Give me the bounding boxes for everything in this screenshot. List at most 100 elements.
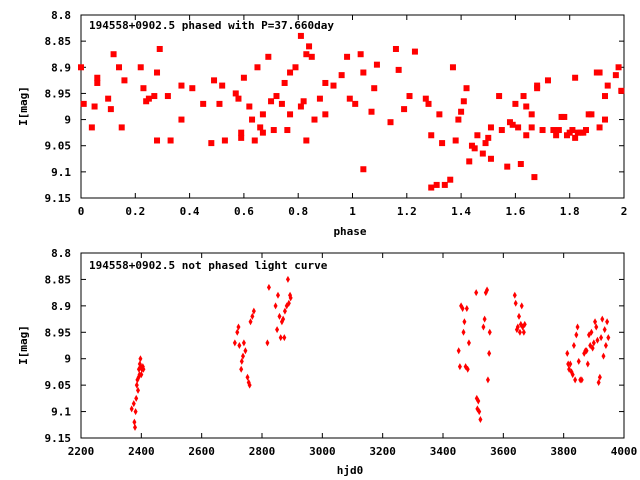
phased-y-tick-label: 9.1 — [51, 166, 71, 179]
data-point — [456, 347, 461, 355]
phased-axis-ticks — [80, 14, 625, 199]
data-point — [458, 108, 465, 115]
data-point — [478, 416, 483, 423]
data-point — [392, 45, 399, 52]
data-point — [487, 349, 492, 357]
data-point — [596, 69, 603, 76]
data-point — [344, 53, 351, 60]
data-point — [216, 100, 223, 107]
unphased-x-tick-label: 2200 — [68, 445, 95, 458]
data-point — [452, 137, 459, 144]
data-point — [528, 124, 535, 131]
data-point — [178, 116, 185, 123]
data-point — [574, 331, 579, 339]
data-point — [287, 69, 294, 76]
data-point — [481, 323, 486, 331]
data-point — [118, 124, 125, 131]
data-point — [240, 352, 245, 360]
data-point — [248, 318, 253, 326]
data-point — [597, 373, 602, 381]
data-point — [273, 302, 278, 310]
data-point — [240, 74, 247, 81]
data-point — [322, 79, 329, 86]
phased-y-tick-label: 8.85 — [45, 35, 72, 48]
data-point — [284, 127, 291, 134]
data-point — [121, 77, 128, 84]
data-point — [601, 93, 608, 100]
unphased-axis-ticks — [80, 252, 625, 439]
data-point — [471, 145, 478, 152]
data-point — [406, 93, 413, 100]
unphased-x-tick-label: 2400 — [128, 445, 155, 458]
data-point — [487, 124, 494, 131]
phased-x-tick-label: 0.2 — [125, 205, 145, 218]
data-point — [300, 98, 307, 105]
data-point — [477, 408, 482, 416]
data-point — [275, 326, 280, 334]
data-point — [463, 85, 470, 92]
data-point — [245, 373, 250, 381]
data-point — [275, 291, 280, 299]
data-point — [156, 45, 163, 52]
data-point — [259, 111, 266, 118]
data-point — [265, 339, 270, 347]
data-point — [91, 103, 98, 110]
data-point — [517, 161, 524, 168]
data-point — [411, 48, 418, 55]
unphased-tick-labels: 2200 2400 2600 2800 3000 3200 3400 3600 3800 4000… — [45, 247, 638, 458]
data-point — [550, 127, 557, 134]
data-point — [141, 365, 146, 373]
data-point — [425, 100, 432, 107]
data-point — [237, 342, 242, 349]
data-point — [239, 365, 244, 373]
data-point — [236, 323, 241, 331]
data-point — [593, 318, 598, 326]
data-point — [476, 397, 481, 405]
data-point — [568, 360, 573, 368]
data-point — [539, 127, 546, 134]
data-point — [566, 360, 571, 368]
data-point — [575, 323, 580, 331]
data-point — [460, 98, 467, 105]
data-point — [308, 53, 315, 60]
data-point — [436, 111, 443, 118]
data-point — [316, 95, 323, 102]
phased-x-tick-label: 0.6 — [234, 205, 254, 218]
unphased-plot-title: 194558+0902.5 not phased light curve — [89, 259, 328, 272]
data-point — [522, 320, 527, 328]
data-point — [132, 418, 137, 426]
unphased-light-curve-panel: 2200 2400 2600 2800 3000 3200 3400 3600 3800 4000… — [17, 247, 637, 477]
data-point — [132, 423, 137, 431]
unphased-x-tick-label: 3200 — [369, 445, 396, 458]
data-point — [482, 315, 487, 323]
data-point — [441, 181, 448, 188]
data-point — [282, 307, 287, 315]
data-point — [457, 363, 462, 371]
data-point — [346, 95, 353, 102]
data-point — [137, 64, 144, 71]
data-point — [553, 132, 560, 139]
unphased-y-tick-label: 8.8 — [51, 247, 71, 260]
data-point — [273, 93, 280, 100]
data-point — [285, 275, 290, 283]
data-point — [134, 394, 139, 402]
data-point — [151, 93, 158, 100]
data-point — [164, 93, 171, 100]
data-point — [515, 323, 520, 331]
phased-x-axis-label: phase — [333, 225, 366, 238]
phased-x-tick-label: 1 — [349, 205, 356, 218]
data-point — [287, 111, 294, 118]
data-point — [603, 342, 608, 349]
data-point — [219, 82, 226, 89]
data-point — [504, 163, 511, 170]
data-point — [584, 347, 589, 355]
phased-y-tick-label: 8.95 — [45, 87, 72, 100]
phased-y-tick-label: 9 — [64, 114, 71, 127]
data-point — [139, 371, 144, 379]
phased-x-tick-label: 1.6 — [505, 205, 525, 218]
data-point — [570, 371, 575, 379]
data-point — [94, 79, 101, 86]
data-point — [571, 342, 576, 349]
